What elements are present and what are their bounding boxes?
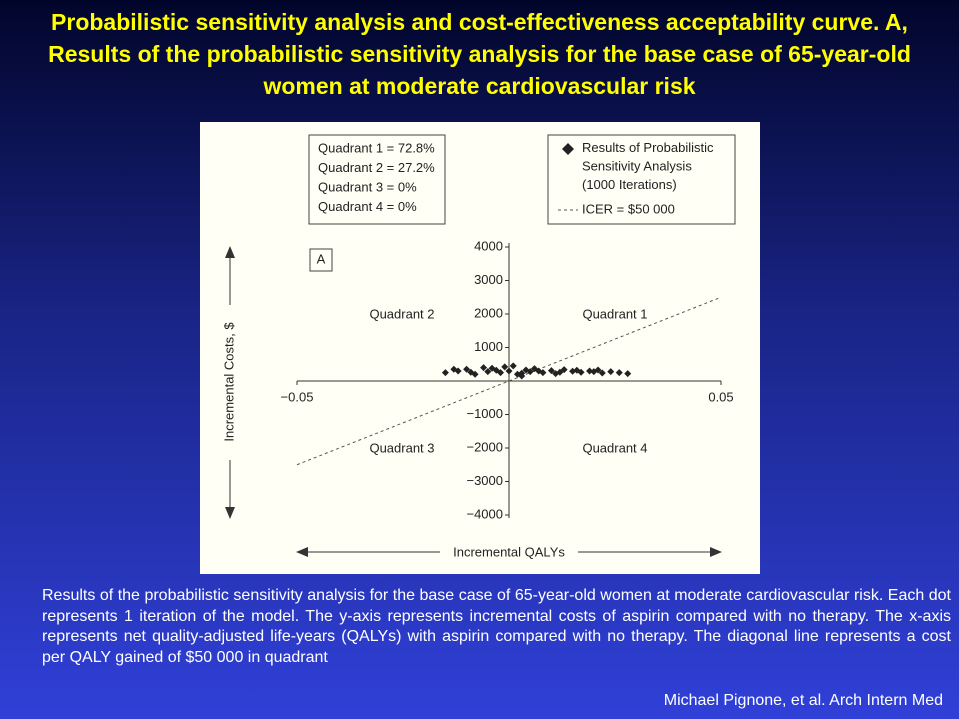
- point: [607, 368, 615, 376]
- point: [450, 365, 458, 373]
- point: [526, 368, 534, 376]
- point: [488, 364, 496, 372]
- legend-label: Results of Probabilistic Sensitivity Anal…: [582, 140, 714, 192]
- quadrant-label: Quadrant 4: [582, 440, 647, 455]
- point: [497, 369, 505, 377]
- chart-panel: [200, 122, 760, 574]
- point: [501, 363, 509, 371]
- point: [547, 367, 555, 375]
- quadrant-share: Quadrant 3 = 0%: [318, 179, 417, 194]
- citation: Michael Pignone, et al. Arch Intern Med: [663, 692, 943, 709]
- x-axis-label: Incremental QALYs: [453, 544, 565, 559]
- point: [590, 368, 598, 376]
- point: [467, 368, 475, 376]
- y-tick-label: −1000: [466, 406, 503, 421]
- icer-line: [296, 296, 722, 466]
- point: [463, 365, 471, 373]
- x-tick-label: 0.05: [708, 389, 733, 404]
- y-axis-label: Incremental Costs, $: [221, 322, 236, 442]
- point: [598, 369, 606, 377]
- slide-title: Probabilistic sensitivity analysis and c…: [48, 9, 911, 99]
- point: [615, 369, 623, 377]
- x-tick-label: −0.05: [281, 389, 314, 404]
- quadrant-share: Quadrant 4 = 0%: [318, 199, 417, 214]
- legend-label: ICER = $50 000: [582, 201, 675, 216]
- point: [535, 367, 543, 375]
- point: [573, 366, 581, 374]
- y-tick-label: 1000: [474, 339, 503, 354]
- panel-label: A: [317, 251, 326, 266]
- point: [586, 367, 594, 375]
- point: [484, 368, 492, 376]
- quadrant-share: Quadrant 1 = 72.8%: [318, 140, 435, 155]
- quadrant-label: Quadrant 2: [369, 306, 434, 321]
- y-tick-label: −2000: [466, 439, 503, 454]
- point: [480, 364, 488, 372]
- point: [441, 369, 449, 377]
- point: [518, 372, 526, 380]
- point: [624, 370, 632, 378]
- y-tick-label: 3000: [474, 272, 503, 287]
- quadrant-box: [308, 134, 446, 225]
- point: [505, 367, 513, 375]
- quadrant-label: Quadrant 3: [369, 440, 434, 455]
- legend-marker: [562, 143, 574, 155]
- caption: Results of the probabilistic sensitivity…: [42, 587, 951, 666]
- point: [509, 362, 517, 370]
- y-tick-label: −4000: [466, 506, 503, 521]
- quadrant-share: Quadrant 2 = 27.2%: [318, 160, 435, 175]
- point: [556, 368, 564, 376]
- legend-box: [547, 134, 736, 225]
- y-tick-label: 2000: [474, 305, 503, 320]
- panel-label-box: [309, 248, 333, 272]
- y-tick-label: 4000: [474, 238, 503, 253]
- y-tick-label: −3000: [466, 473, 503, 488]
- quadrant-label: Quadrant 1: [582, 306, 647, 321]
